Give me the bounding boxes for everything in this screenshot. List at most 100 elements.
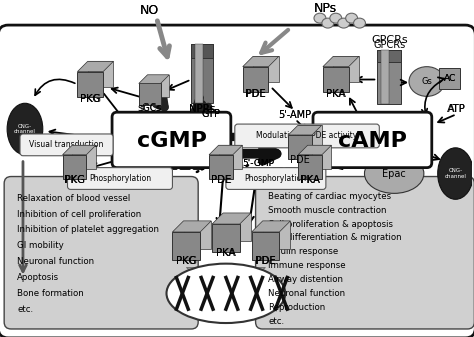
Text: AC: AC <box>444 74 456 83</box>
Text: PKG: PKG <box>176 256 196 266</box>
Text: 5'-AMP: 5'-AMP <box>279 110 312 120</box>
Bar <box>308 145 331 169</box>
Bar <box>333 56 359 82</box>
Bar <box>219 145 242 169</box>
Text: Insulin response: Insulin response <box>268 247 339 256</box>
FancyBboxPatch shape <box>313 112 432 167</box>
Text: Modulation of PDE activity: Modulation of PDE activity <box>256 131 358 141</box>
Text: NPRs: NPRs <box>189 104 216 114</box>
Bar <box>243 67 268 92</box>
Bar <box>263 221 291 249</box>
Text: Gs: Gs <box>421 77 432 86</box>
Text: GI mobility: GI mobility <box>17 241 64 250</box>
Bar <box>298 125 321 149</box>
Text: CNG-
channel: CNG- channel <box>445 168 466 179</box>
Bar <box>173 232 200 260</box>
Text: PDE: PDE <box>290 155 310 165</box>
Bar <box>183 221 211 249</box>
Text: PDE: PDE <box>255 256 276 266</box>
Text: PKA: PKA <box>301 176 319 185</box>
FancyBboxPatch shape <box>0 25 474 337</box>
Text: Inhibition of platelet aggregation: Inhibition of platelet aggregation <box>17 225 159 235</box>
Text: Relaxation of blood vessel: Relaxation of blood vessel <box>17 194 130 203</box>
Ellipse shape <box>166 264 285 323</box>
Bar <box>77 71 103 97</box>
Text: GPCRs: GPCRs <box>371 35 408 45</box>
Text: PKA: PKA <box>326 89 345 99</box>
FancyBboxPatch shape <box>4 177 198 329</box>
Bar <box>323 67 349 92</box>
Ellipse shape <box>409 67 445 96</box>
Text: PKA: PKA <box>217 248 235 258</box>
Text: NPs: NPs <box>313 2 337 15</box>
Text: Neuronal function: Neuronal function <box>17 257 94 266</box>
Text: PKA: PKA <box>326 89 346 99</box>
Text: Airway distention: Airway distention <box>268 275 344 284</box>
Text: PDE: PDE <box>246 89 265 99</box>
Ellipse shape <box>322 18 334 28</box>
Text: PKG: PKG <box>81 94 100 104</box>
Ellipse shape <box>365 154 424 193</box>
Ellipse shape <box>346 13 357 23</box>
Text: AC: AC <box>444 74 456 83</box>
Bar <box>139 84 161 105</box>
Polygon shape <box>243 56 279 67</box>
Text: 5'-GMP: 5'-GMP <box>243 159 274 168</box>
Text: PKG: PKG <box>176 256 197 266</box>
Ellipse shape <box>7 103 43 155</box>
Polygon shape <box>209 145 242 155</box>
Text: NO: NO <box>140 4 159 17</box>
FancyBboxPatch shape <box>255 177 474 329</box>
FancyBboxPatch shape <box>112 112 231 167</box>
Polygon shape <box>77 61 113 71</box>
Polygon shape <box>252 221 291 232</box>
Text: Neuronal function: Neuronal function <box>268 289 346 298</box>
Text: Epac: Epac <box>383 168 406 179</box>
Text: PDE: PDE <box>255 256 275 266</box>
Text: cAMP: cAMP <box>338 131 407 151</box>
Text: cGMP: cGMP <box>137 131 206 151</box>
FancyBboxPatch shape <box>235 124 379 148</box>
Bar <box>209 155 233 179</box>
Text: PKA: PKA <box>216 248 236 258</box>
Text: Reproduction: Reproduction <box>268 303 326 312</box>
Text: 5'-AMP: 5'-AMP <box>279 110 312 120</box>
Text: sGCs: sGCs <box>139 104 160 113</box>
Polygon shape <box>212 213 251 224</box>
Ellipse shape <box>338 18 350 28</box>
Text: PKG: PKG <box>64 176 85 185</box>
Text: PKG: PKG <box>64 176 84 185</box>
Bar <box>191 44 213 103</box>
Bar <box>439 68 460 89</box>
Polygon shape <box>288 125 321 135</box>
Ellipse shape <box>330 13 342 23</box>
Bar <box>377 50 401 104</box>
Text: Immune response: Immune response <box>268 261 346 270</box>
Bar <box>252 232 279 260</box>
Text: GTP: GTP <box>201 109 220 119</box>
FancyBboxPatch shape <box>67 167 173 189</box>
Text: sGCs: sGCs <box>137 103 162 113</box>
Polygon shape <box>186 268 265 277</box>
Ellipse shape <box>438 148 474 199</box>
Text: Bone formation: Bone formation <box>17 289 84 298</box>
Bar <box>191 44 213 58</box>
Text: Visual transduction: Visual transduction <box>29 140 104 149</box>
Ellipse shape <box>314 13 326 23</box>
Text: 5'-GMP: 5'-GMP <box>243 159 274 168</box>
Text: PKG: PKG <box>80 94 101 104</box>
Text: NPs: NPs <box>313 2 337 15</box>
Bar <box>212 224 240 252</box>
Text: NPRs: NPRs <box>190 104 215 114</box>
FancyBboxPatch shape <box>226 167 326 189</box>
Bar <box>63 155 86 179</box>
Text: Beating of cardiac myocytes: Beating of cardiac myocytes <box>268 192 392 201</box>
Text: GPCRs: GPCRs <box>373 40 405 50</box>
Bar <box>88 61 113 87</box>
Polygon shape <box>323 56 359 67</box>
Bar <box>223 213 251 241</box>
Polygon shape <box>298 145 331 155</box>
FancyBboxPatch shape <box>20 134 113 156</box>
Polygon shape <box>139 75 169 84</box>
Text: PKA: PKA <box>300 176 320 185</box>
